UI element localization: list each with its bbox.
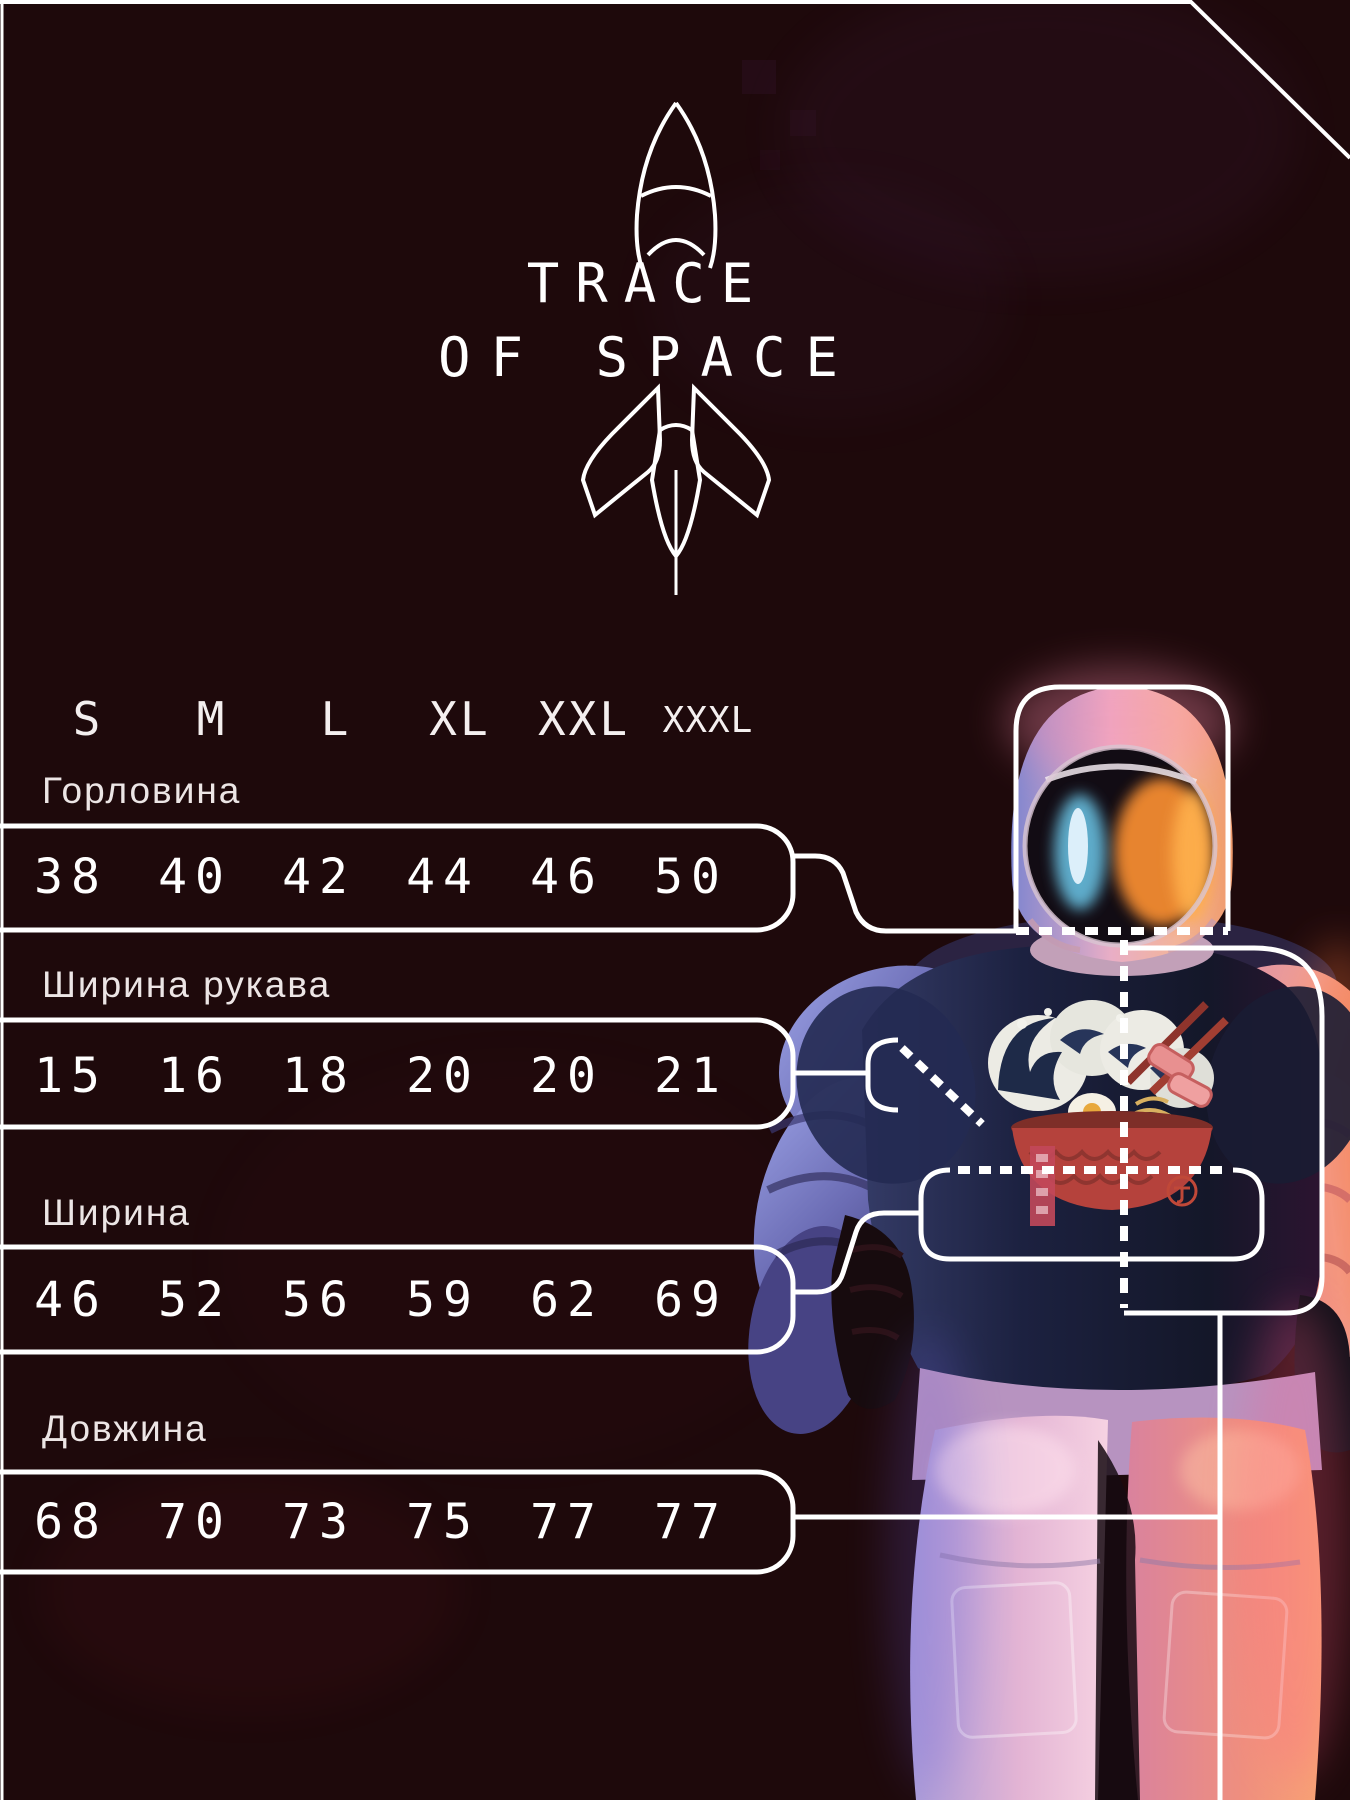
length-outline — [1124, 945, 1325, 1316]
value-cell: 75 — [406, 1494, 480, 1550]
value-cell: 70 — [158, 1494, 232, 1550]
value-cell: 20 — [530, 1048, 604, 1104]
suit-pants — [885, 1300, 1350, 1800]
size-header-l: L — [320, 692, 352, 746]
value-cell: 21 — [654, 1048, 728, 1104]
value-cell: 56 — [282, 1272, 356, 1328]
print-seal-stamp — [1166, 1175, 1198, 1207]
head-measure-box — [1013, 684, 1231, 931]
value-cell: 69 — [654, 1272, 728, 1328]
size-header-xl: XL — [429, 692, 491, 746]
value-cell: 68 — [34, 1494, 108, 1550]
row-label-length: Довжина — [42, 1408, 208, 1449]
connector-width — [793, 1210, 921, 1295]
sleeve-bracket — [865, 1037, 899, 1113]
spaceship-icon — [580, 383, 772, 595]
connector-neckline — [793, 853, 1016, 934]
row-label-neckline: Горловина — [42, 770, 242, 811]
value-cell: 44 — [406, 849, 480, 905]
helmet-visor — [1022, 744, 1218, 948]
value-cell: 50 — [654, 849, 728, 905]
value-cell: 77 — [530, 1494, 604, 1550]
value-cell: 77 — [654, 1494, 728, 1550]
value-cell: 73 — [282, 1494, 356, 1550]
row-label-sleeve-width: Ширина рукава — [42, 964, 332, 1005]
values-row-width: 46 52 56 59 62 69 — [9, 1272, 753, 1328]
value-cell: 18 — [282, 1048, 356, 1104]
value-cell: 59 — [406, 1272, 480, 1328]
size-header-xxl: XXL — [537, 692, 631, 746]
values-row-neckline: 38 40 42 44 46 50 — [9, 849, 753, 905]
t-shirt-left-sleeve — [796, 986, 976, 1184]
value-cell: 20 — [406, 1048, 480, 1104]
size-header-s: S — [72, 692, 104, 746]
value-cell: 62 — [530, 1272, 604, 1328]
sleeve-dashed-line — [899, 1045, 985, 1127]
value-cell: 42 — [282, 849, 356, 905]
rocket-icon — [634, 101, 718, 269]
row-label-width: Ширина — [42, 1192, 191, 1233]
row-box-neckline — [0, 823, 796, 933]
value-cell: 38 — [34, 849, 108, 905]
value-cell: 52 — [158, 1272, 232, 1328]
size-header-m: M — [196, 692, 228, 746]
value-cell: 46 — [530, 849, 604, 905]
values-row-length: 68 70 73 75 77 77 — [9, 1494, 753, 1550]
row-box-width — [0, 1244, 796, 1355]
chest-measure-box — [918, 1167, 1265, 1262]
value-cell: 46 — [34, 1272, 108, 1328]
value-cell: 15 — [34, 1048, 108, 1104]
row-box-length — [0, 1469, 796, 1575]
size-header-row: S M L XL XXL XXXL — [26, 692, 770, 746]
left-glove — [831, 1215, 914, 1409]
background-texture — [40, 0, 1300, 1710]
frame-top-diagonal — [0, 0, 1350, 160]
values-row-sleeve-width: 15 16 18 20 20 21 — [9, 1048, 753, 1104]
t-shirt-right-sleeve — [1206, 986, 1350, 1184]
brand-title-line1: TRACE — [526, 252, 770, 315]
brand-title-line2: OF SPACE — [437, 326, 859, 389]
value-cell: 16 — [158, 1048, 232, 1104]
value-cell: 40 — [158, 849, 232, 905]
size-header-xxxl: XXXL — [662, 700, 754, 741]
